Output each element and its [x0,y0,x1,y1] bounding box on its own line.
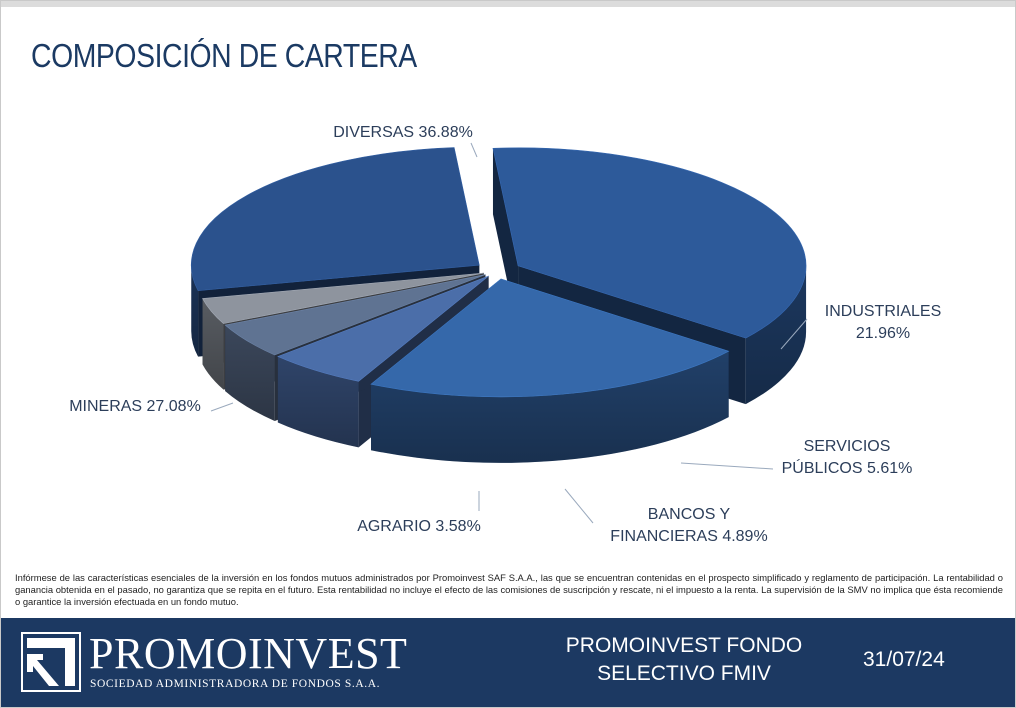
promoinvest-logo-icon [21,632,81,692]
pie-labels: DIVERSAS 36.88% INDUSTRIALES 21.96% SERVICI… [69,124,941,545]
pie-label-line-5-0: MINERAS 27.08% [69,398,201,415]
pie-slice-rim-shade-1-0 [370,351,729,463]
pie-slice-rim-shade-4-0 [202,298,224,390]
pie-slice-rim-shade-2-0 [277,356,359,448]
brand-name: PROMOINVEST [89,629,408,678]
pie-label-line-0-0: DIVERSAS 36.88% [333,124,473,141]
pie-leader-line-3 [564,488,594,524]
pie-slice-1 [370,278,730,398]
legal-disclaimer: Infórmese de las características esencia… [15,572,1003,607]
fund-name-line1: PROMOINVEST FONDO [565,634,803,657]
page-title: COMPOSICIÓN DE CARTERA [31,37,417,74]
pie-label-line-4-0: AGRARIO 3.58% [357,518,481,535]
pie-slice-0 [492,147,807,339]
pie-tops [191,147,807,398]
pie-label-line-2-0: SERVICIOS [804,438,891,455]
pie-slice-rim-shade-0-0 [745,265,807,405]
pie-label-line-1-1: 21.96% [856,325,910,342]
pie-slice-5 [191,147,480,291]
pie-label-line-1-0: INDUSTRIALES [825,303,941,320]
top-bar [1,1,1015,7]
portfolio-pie-chart: DIVERSAS 36.88% INDUSTRIALES 21.96% SERVICI… [69,124,941,545]
pie-slice-4 [202,272,484,324]
pie-label-2: SERVICIOS PÚBLICOS 5.61% [782,438,913,477]
report-date: 31/07/24 [863,648,945,671]
pie-slice-rim-shade-5-0 [191,265,199,357]
pie-slice-2 [277,275,489,382]
pie-label-5: MINERAS 27.08% [69,398,201,415]
pie-label-line-3-0: BANCOS Y [648,506,731,523]
pie-label-line-3-1: FINANCIERAS 4.89% [610,528,767,545]
fund-name: PROMOINVEST FONDO SELECTIVO FMIV [561,632,807,688]
pie-leader-line-1 [780,318,808,350]
pie-label-4: AGRARIO 3.58% [357,518,481,535]
pie-leader-line-5 [210,402,234,412]
pie-leaders [210,142,808,524]
footer-bar: PROMOINVEST SOCIEDAD ADMINISTRADORA DE F… [1,618,1015,707]
fund-name-line2: SELECTIVO FMIV [597,662,771,685]
pie-leader-line-2 [680,462,774,470]
pie-label-line-2-1: PÚBLICOS 5.61% [782,458,913,477]
pie-slice-rim-shade-3-0 [225,325,275,421]
pie-label-1: INDUSTRIALES 21.96% [825,303,941,342]
pie-leader-line-0 [470,142,478,158]
pie-label-0: DIVERSAS 36.88% [333,124,473,141]
pie-slice-3 [224,274,486,356]
brand-subtitle: SOCIEDAD ADMINISTRADORA DE FONDOS S.A.A. [90,678,381,690]
pie-label-3: BANCOS Y FINANCIERAS 4.89% [610,506,767,545]
